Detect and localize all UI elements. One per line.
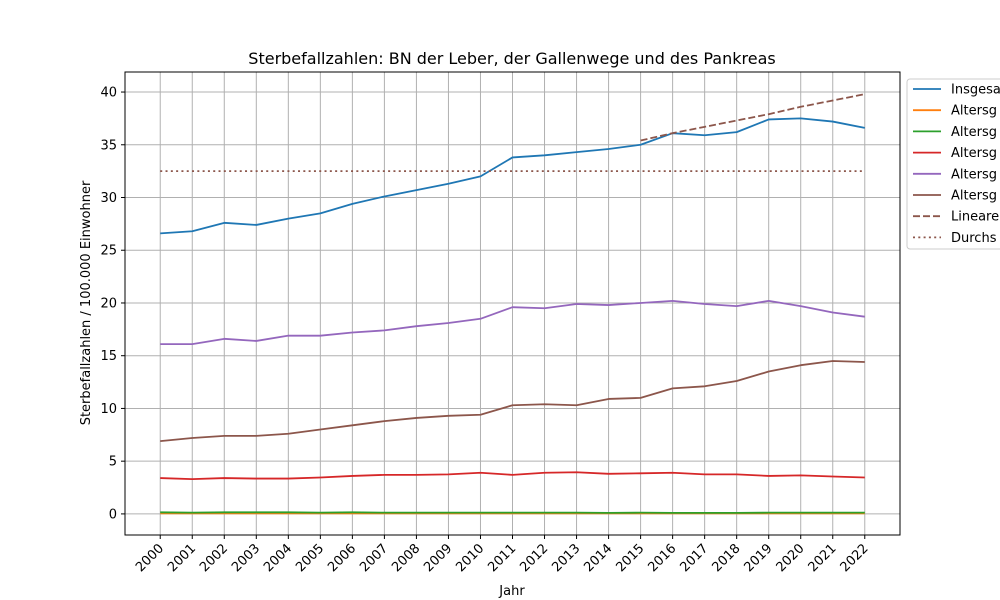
x-axis-label: Jahr [498,584,525,599]
x-tick-label: 2013 [549,541,583,575]
x-tick-label: 2009 [421,541,455,575]
x-tick-label: 2000 [133,541,167,575]
series-line-2 [160,511,865,514]
x-axis-ticks: 2000200120022003200420052006200720082009… [133,535,872,575]
legend-label: Altersg [951,125,997,140]
series-line-5 [160,360,865,443]
y-tick-label: 40 [100,86,117,101]
y-tick-label: 30 [100,191,117,206]
y-tick-label: 35 [100,138,117,153]
x-tick-label: 2018 [709,541,743,575]
legend-label: Altersg [951,104,997,119]
x-tick-label: 2020 [774,541,808,575]
y-axis-label: Sterbefallzahlen / 100.000 Einwohner [79,180,94,425]
y-tick-label: 20 [100,296,117,311]
x-tick-label: 2001 [165,541,199,575]
x-tick-label: 2003 [229,541,263,575]
x-tick-label: 2006 [325,541,359,575]
x-tick-label: 2007 [357,541,391,575]
chart-title: Sterbefallzahlen: BN der Leber, der Gall… [248,49,775,68]
x-tick-label: 2010 [453,541,487,575]
legend-label: Lineare [951,210,999,225]
x-tick-label: 2021 [806,541,840,575]
series-lines [160,93,865,515]
legend-label: Insgesa [951,83,1000,98]
x-tick-label: 2012 [517,541,551,575]
y-tick-label: 15 [100,349,117,364]
legend-box [906,78,1000,250]
y-tick-label: 5 [109,455,117,470]
legend-label: Altersg [951,167,997,182]
series-line-0 [160,117,865,235]
y-tick-label: 10 [100,402,117,417]
series-line-4 [160,299,865,346]
x-tick-label: 2002 [197,541,231,575]
legend-label: Altersg [951,146,997,161]
y-tick-label: 25 [100,244,117,259]
x-tick-label: 2016 [645,541,679,575]
y-tick-label: 0 [109,507,117,522]
x-tick-label: 2022 [838,541,872,575]
legend-label: Altersg [951,189,997,204]
legend: Insgesa Altersg Altersg Altersg Altersg Alter… [906,78,1000,250]
x-tick-label: 2015 [613,541,647,575]
x-tick-label: 2011 [485,541,519,575]
x-tick-label: 2019 [742,541,776,575]
x-tick-label: 2008 [389,541,423,575]
x-tick-label: 2017 [677,541,711,575]
series-line-3 [160,471,865,481]
x-tick-label: 2014 [581,541,615,575]
x-tick-label: 2004 [261,541,295,575]
x-tick-label: 2005 [293,541,327,575]
y-axis-ticks: 0 5 10 15 20 25 30 35 40 [100,86,125,522]
series-line-6 [640,93,865,142]
legend-label: Durchs [951,231,997,246]
